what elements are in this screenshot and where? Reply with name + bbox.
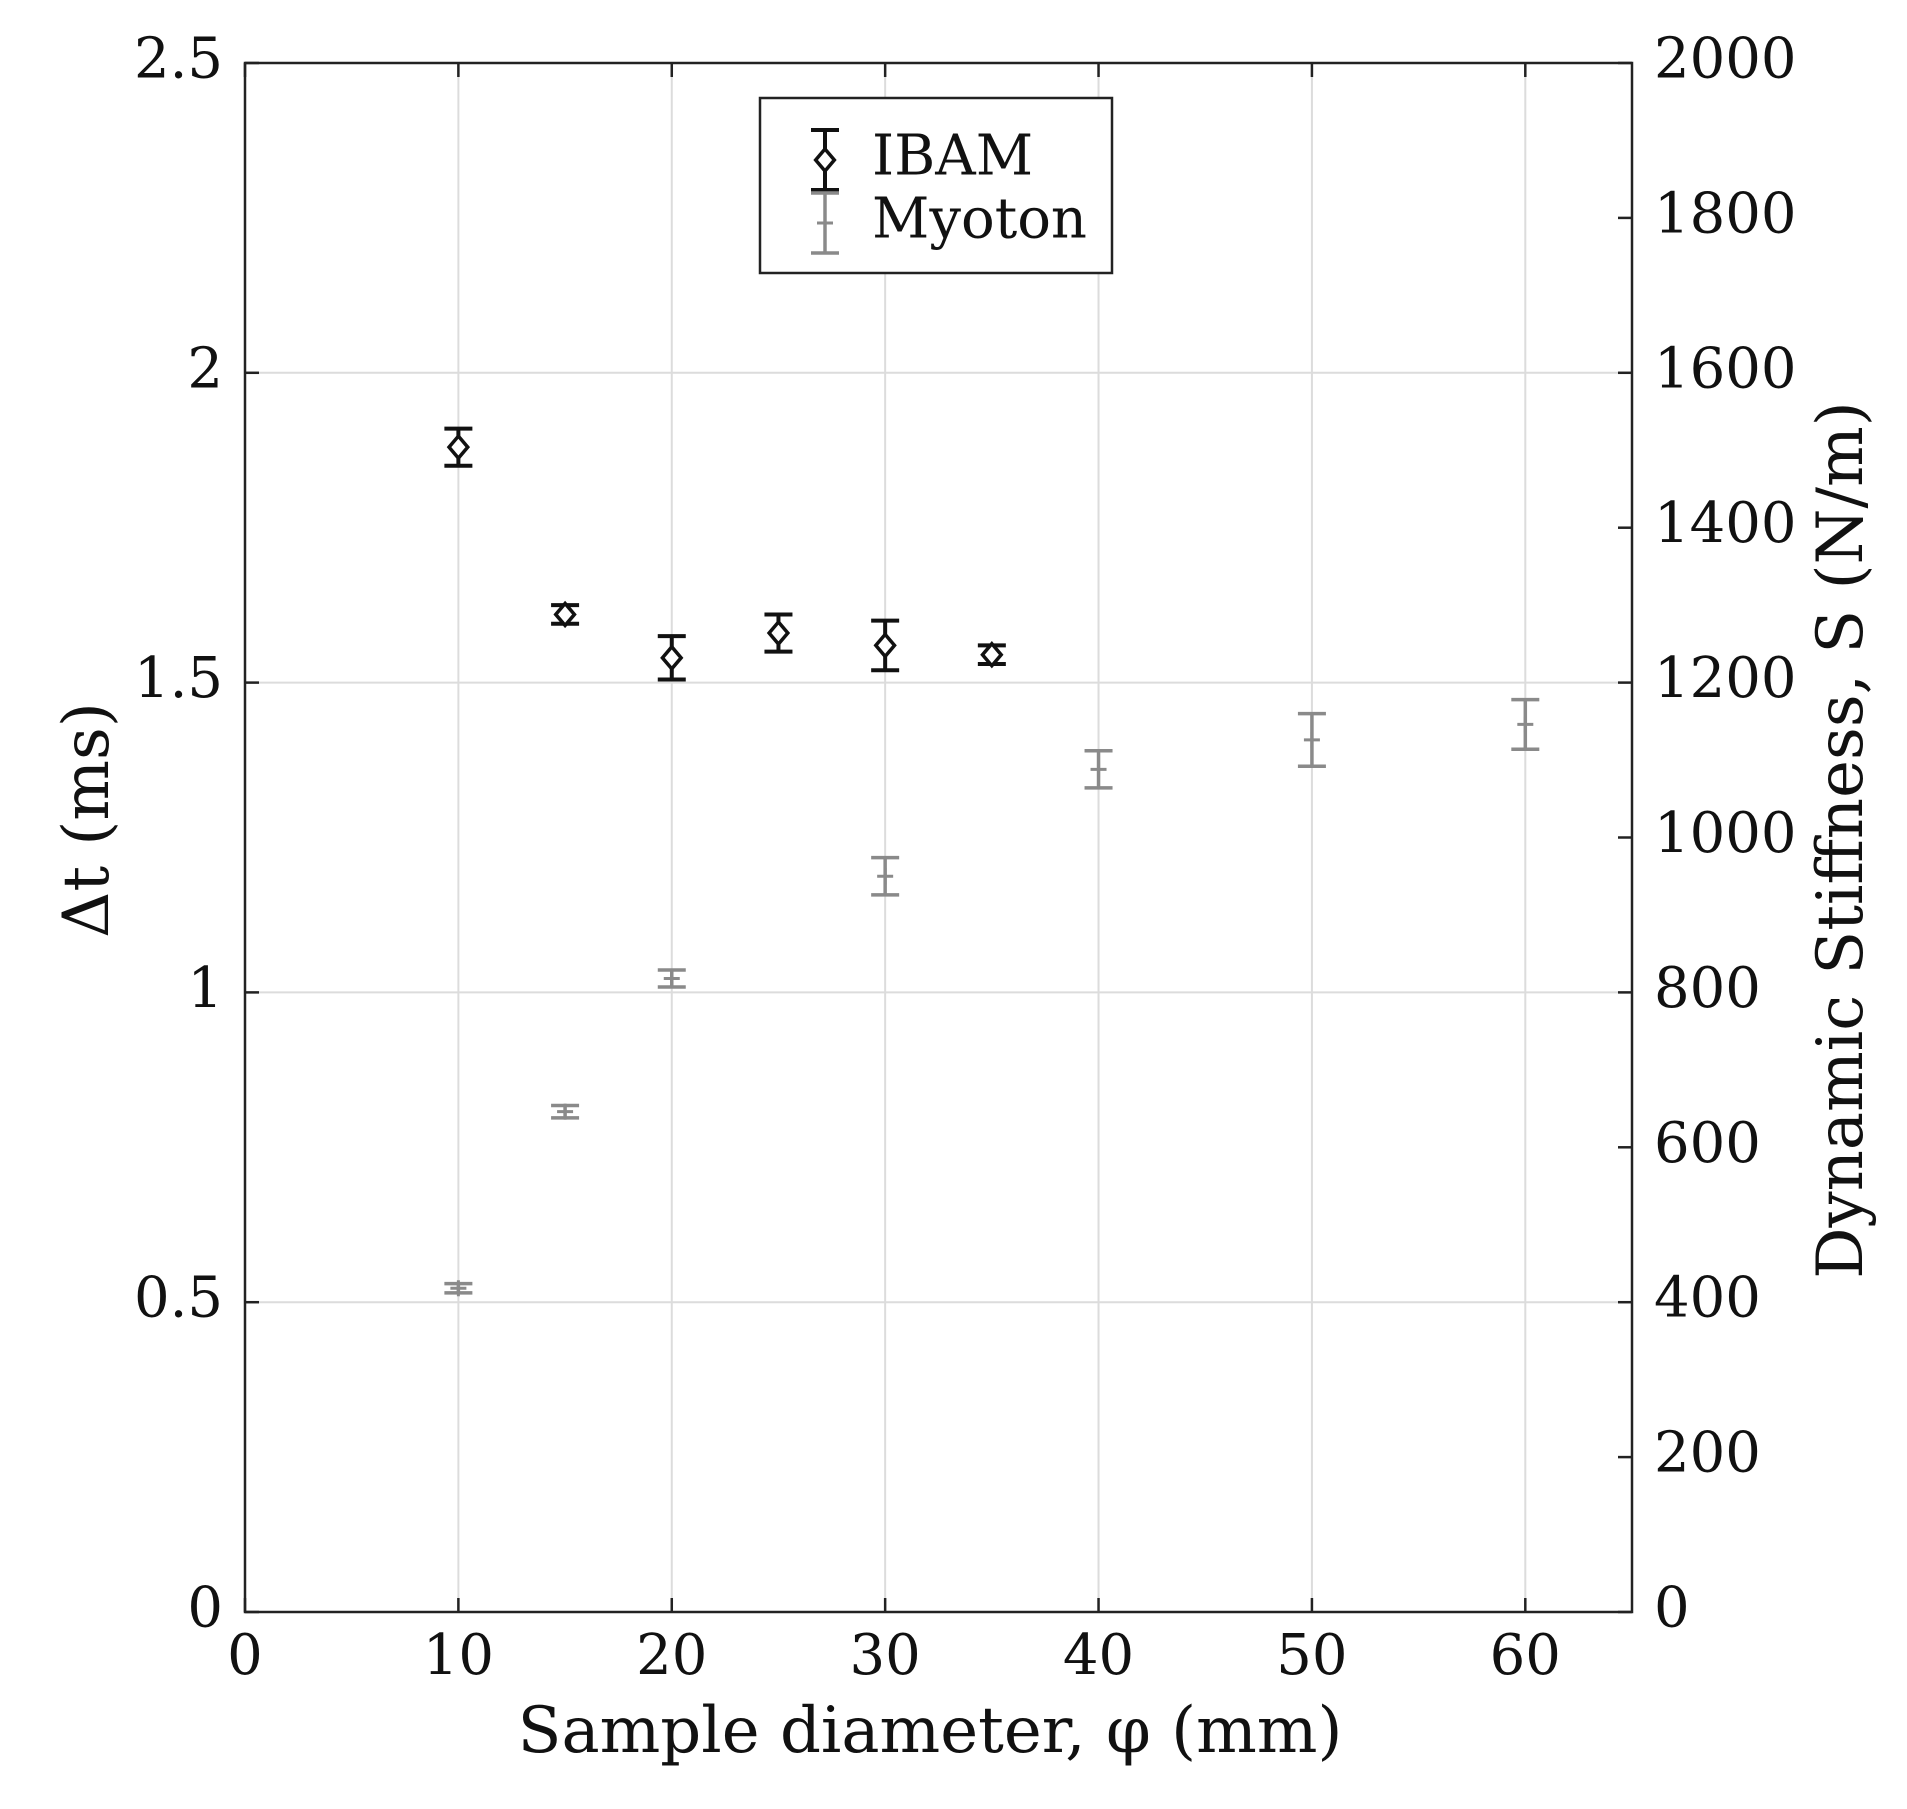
point-marker-diamond [553, 600, 577, 629]
point-marker-plus [1303, 731, 1320, 748]
y-left-tick-labels: 0 0.5 1 1.5 2 2.5 [134, 27, 223, 1641]
data-point-ibam [657, 634, 686, 682]
data-point-ibam [444, 426, 473, 468]
y-right-tick-label: 1000 [1654, 801, 1797, 866]
y-right-tick-label: 1200 [1654, 646, 1797, 711]
y-right-tick-label: 600 [1654, 1111, 1761, 1176]
y-right-tick-label: 0 [1654, 1576, 1690, 1641]
point-marker-plus [1517, 716, 1534, 733]
legend-marker-myoton [811, 191, 839, 255]
legend-diamond [813, 146, 837, 174]
axis-ticks [243, 61, 1632, 1614]
y-right-tick-label: 2000 [1654, 27, 1797, 92]
y-right-tick-label: 1400 [1654, 491, 1797, 556]
y-right-axis-label: Dynamic Stiffness, S (N/m) [1804, 401, 1878, 1279]
y-right-tick-labels: 0 200 400 600 800 1000 1200 1400 1600 1800 2000 [1654, 27, 1797, 1641]
data-point-myoton [444, 1280, 473, 1297]
legend-box [758, 96, 1114, 275]
x-tick-label: 60 [1490, 1623, 1561, 1688]
y-right-tick-label: 800 [1654, 956, 1761, 1021]
data-point-ibam [764, 612, 793, 654]
point-marker-plus [877, 868, 894, 885]
series-layer [444, 426, 1540, 1297]
series-ibam [444, 426, 1006, 682]
legend: IBAM Myoton [758, 96, 1114, 275]
x-tick-label: 30 [850, 1623, 921, 1688]
series-myoton [444, 697, 1540, 1297]
x-tick-label: 10 [423, 1623, 494, 1688]
legend-plus [817, 215, 833, 231]
y-left-tick-label: 2.5 [134, 27, 223, 92]
x-tick-label: 0 [227, 1623, 263, 1688]
y-right-tick-label: 400 [1654, 1266, 1761, 1331]
data-point-myoton [551, 1103, 580, 1120]
x-tick-label: 50 [1276, 1623, 1347, 1688]
legend-label-ibam: IBAM [872, 124, 1033, 189]
x-tick-labels: 0 10 20 30 40 50 60 [227, 1623, 1561, 1688]
y-right-tick-label: 1800 [1654, 181, 1797, 246]
y-left-tick-label: 1.5 [134, 646, 223, 711]
point-marker-plus [450, 1280, 467, 1297]
data-point-myoton [1297, 711, 1326, 768]
data-point-myoton [657, 968, 686, 989]
data-point-ibam [977, 641, 1006, 669]
point-marker-plus [557, 1103, 574, 1120]
legend-marker-ibam [811, 128, 839, 192]
point-marker-diamond [873, 631, 897, 660]
data-point-ibam [551, 600, 580, 629]
y-left-tick-label: 0 [187, 1576, 223, 1641]
x-axis-label: Sample diameter, φ (mm) [518, 1694, 1343, 1768]
y-left-axis-label: Δt (ms) [50, 702, 124, 938]
x-tick-label: 20 [636, 1623, 707, 1688]
y-right-tick-label: 1600 [1654, 336, 1797, 401]
data-point-ibam [871, 618, 900, 673]
data-point-myoton [1084, 749, 1113, 790]
point-marker-diamond [446, 433, 471, 461]
y-left-tick-label: 1 [187, 956, 223, 1021]
point-marker-diamond [660, 644, 684, 672]
y-right-tick-label: 200 [1654, 1421, 1761, 1486]
y-left-tick-label: 0.5 [134, 1266, 223, 1331]
data-point-myoton [871, 855, 900, 897]
point-marker-diamond [766, 619, 791, 647]
data-point-myoton [1511, 697, 1540, 751]
legend-label-myoton: Myoton [872, 187, 1087, 252]
point-marker-plus [663, 970, 680, 987]
x-tick-label: 40 [1063, 1623, 1134, 1688]
point-marker-plus [1090, 761, 1107, 778]
y-left-tick-label: 2 [187, 336, 223, 401]
point-marker-diamond [980, 641, 1004, 669]
